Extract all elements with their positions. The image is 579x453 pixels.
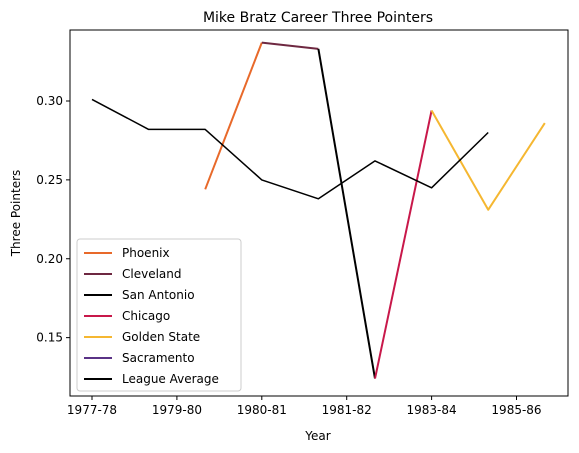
- y-tick-label: 0.30: [36, 94, 63, 108]
- legend-label-san-antonio: San Antonio: [122, 288, 195, 302]
- legend-label-chicago: Chicago: [122, 309, 170, 323]
- plot-lines: [91, 41, 546, 379]
- series-line-league-average: [91, 98, 489, 200]
- x-axis-title: Year: [304, 429, 330, 443]
- y-tick-label: 0.15: [36, 331, 63, 345]
- y-tick-label: 0.25: [36, 173, 63, 187]
- series-line-chicago: [374, 110, 433, 379]
- legend-label-sacramento: Sacramento: [122, 351, 195, 365]
- x-tick-label: 1985-86: [491, 403, 541, 417]
- legend-label-phoenix: Phoenix: [122, 246, 170, 260]
- series-line-cleveland: [261, 41, 319, 50]
- legend-box: [76, 238, 242, 392]
- y-tick-label: 0.20: [36, 252, 63, 266]
- legend: Phoenix Cleveland San Antonio Chicago Golden…: [76, 238, 242, 392]
- x-axis: 1977-78 1979-80 1980-81 1981-82 1983-84 1985-…: [67, 396, 542, 417]
- x-tick-label: 1979-80: [152, 403, 202, 417]
- series-line-golden-state: [430, 110, 546, 211]
- x-tick-label: 1983-84: [407, 403, 457, 417]
- x-tick-label: 1981-82: [322, 403, 372, 417]
- series-line-san-antonio: [317, 48, 376, 379]
- plot-frame: [69, 29, 569, 397]
- legend-label-cleveland: Cleveland: [122, 267, 182, 281]
- y-axis-title: Three Pointers: [9, 170, 23, 258]
- legend-label-league-average: League Average: [122, 372, 219, 386]
- y-axis: 0.15 0.20 0.25 0.30: [36, 94, 70, 345]
- legend-label-golden-state: Golden State: [122, 330, 200, 344]
- chart-title: Mike Bratz Career Three Pointers: [203, 10, 433, 26]
- series-line-phoenix: [204, 42, 263, 190]
- x-tick-label: 1977-78: [67, 403, 117, 417]
- x-tick-label: 1980-81: [237, 403, 287, 417]
